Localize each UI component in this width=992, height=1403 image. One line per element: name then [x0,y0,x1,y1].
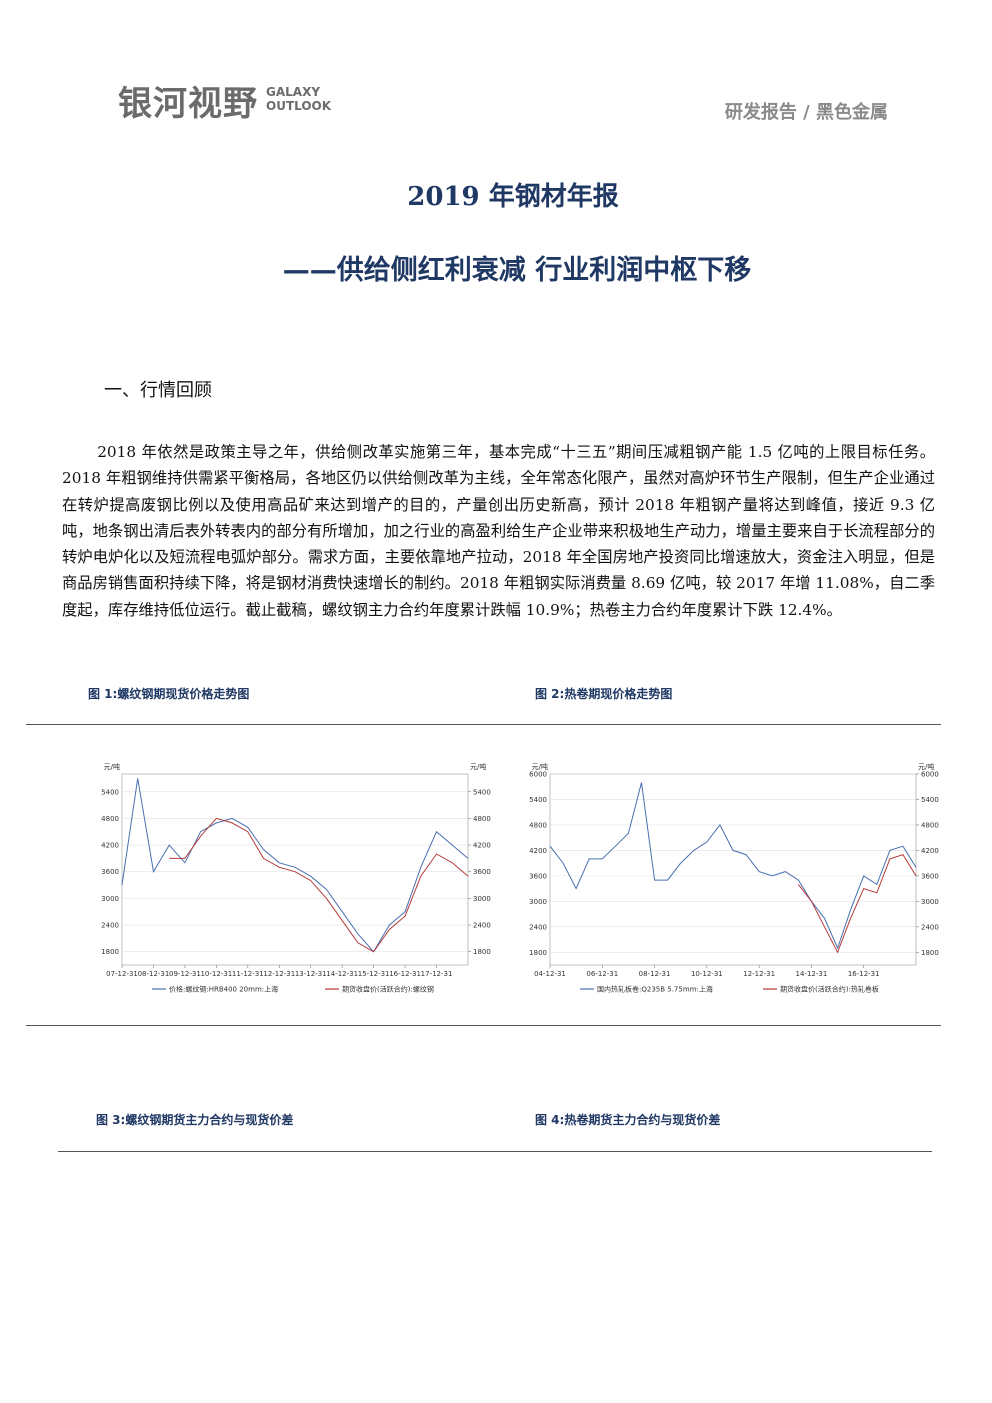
x-tick-label: 14-12-31 [326,970,358,978]
x-tick-label: 13-12-31 [295,970,327,978]
x-tick-label: 10-12-31 [691,970,723,978]
legend-label: 国内热轧板卷:Q235B 5.75mm:上海 [597,985,713,994]
x-tick-label: 11-12-31 [232,970,264,978]
y2-tick-label: 2400 [921,923,939,931]
plot-frame [549,773,917,966]
y-tick-label: 3000 [529,898,547,906]
logo-en: GALAXY OUTLOOK [266,85,331,113]
title: 2019 年钢材年报 [407,182,619,212]
chart: 元/吨 元/吨 1800 2400 3000 3600 4200 4800 5400 1800 24… [101,762,491,994]
subtitle: ——供给侧红利衰减 行业利润中枢下移 [282,255,752,286]
y-tick-label: 3000 [101,895,119,903]
x-tick-label: 17-12-31 [421,970,453,978]
logo-en-line: OUTLOOK [266,99,332,113]
y-tick-label: 4200 [101,842,119,850]
y-unit: 元/吨 [104,762,120,771]
rule [58,1151,932,1152]
chart: 元/吨 元/吨 1800 2400 3000 3600 4200 4800 5400 6000 18… [529,762,939,994]
figure-caption: 图 4:热卷期货主力合约与现货价差 [535,1113,721,1127]
x-tick-label: 06-12-31 [586,970,618,978]
y2-tick-label: 3600 [473,868,491,876]
y-tick-label: 3600 [529,872,547,880]
rule [26,724,941,725]
y-tick-label: 5400 [529,796,547,804]
x-tick-label: 10-12-31 [200,970,232,978]
series-line [121,778,469,953]
y2-tick-label: 6000 [921,771,939,779]
y-tick-label: 2400 [101,922,119,930]
x-tick-label: 08-12-31 [138,970,170,978]
y2-tick-label: 3600 [921,872,939,880]
y2-tick-label: 5400 [921,796,939,804]
figure-caption: 图 2:热卷期现价格走势图 [535,687,673,701]
y2-unit: 元/吨 [470,762,486,771]
y2-tick-label: 1800 [921,949,939,957]
y2-tick-label: 4200 [473,842,491,850]
x-tick-label: 09-12-31 [169,970,201,978]
y2-unit: 元/吨 [918,762,934,771]
section-heading: 一、行情回顾 [104,380,212,401]
y2-tick-label: 3000 [921,898,939,906]
logo: 银河视野 [118,84,258,124]
legend-label: 期货收盘价(活跃合约):螺纹钢 [342,985,434,994]
figure-caption: 图 1:螺纹钢期现货价格走势图 [88,687,250,701]
x-tick-label: 04-12-31 [534,970,566,978]
x-tick-label: 16-12-31 [848,970,880,978]
y-tick-label: 4800 [101,815,119,823]
y-tick-label: 2400 [529,923,547,931]
x-tick-label: 12-12-31 [743,970,775,978]
y2-tick-label: 1800 [473,948,491,956]
x-tick-label: 14-12-31 [796,970,828,978]
y-tick-label: 1800 [529,949,547,957]
rule [26,1025,941,1026]
x-tick-label: 12-12-31 [263,970,295,978]
y2-tick-label: 4800 [921,821,939,829]
y-tick-label: 4800 [529,821,547,829]
y-tick-label: 5400 [101,788,119,796]
x-tick-label: 15-12-31 [358,970,390,978]
plot-frame [121,773,469,966]
x-tick-label: 16-12-31 [389,970,421,978]
logo-en-line: GALAXY [266,85,321,99]
y2-tick-label: 4200 [921,847,939,855]
x-tick-label: 07-12-31 [106,970,138,978]
legend-label: 期货收盘价(活跃合约):热轧卷板 [780,985,879,994]
x-tick-label: 08-12-31 [639,970,671,978]
paragraph: 2018 年依然是政策主导之年，供给侧改革实施第三年，基本完成“十三五”期间压减… [62,443,935,619]
category: 研发报告 / 黑色金属 [724,102,888,123]
y2-tick-label: 2400 [473,922,491,930]
y-unit: 元/吨 [532,762,548,771]
series-line [549,782,917,950]
legend-label: 价格:螺纹钢:HRB400 20mm:上海 [169,985,278,994]
y-tick-label: 4200 [529,847,547,855]
y-tick-label: 3600 [101,868,119,876]
y2-tick-label: 3000 [473,895,491,903]
y2-tick-label: 5400 [473,788,491,796]
y-tick-label: 6000 [529,771,547,779]
y-tick-label: 1800 [101,948,119,956]
figure-caption: 图 3:螺纹钢期货主力合约与现货价差 [96,1113,294,1127]
series-line [169,817,469,953]
series-line [798,854,917,954]
y2-tick-label: 4800 [473,815,491,823]
